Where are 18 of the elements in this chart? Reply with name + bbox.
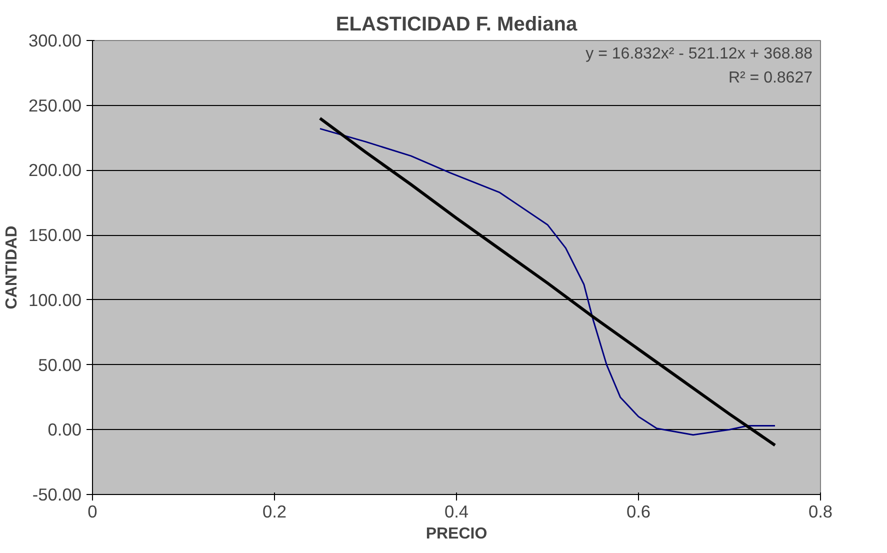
x-tick-label: 0	[88, 502, 98, 522]
y-tick-label: -50.00	[32, 484, 82, 504]
x-axis-title: PRECIO	[426, 526, 488, 542]
x-tick-label: 0.6	[626, 502, 651, 522]
chart-title: ELASTICIDAD F. Mediana	[336, 14, 578, 36]
y-tick-label: 200.00	[28, 160, 82, 180]
y-axis-title: CANTIDAD	[4, 226, 20, 310]
annotation: y = 16.832x² - 521.12x + 368.88	[586, 46, 813, 62]
y-tick-label: 250.00	[28, 95, 82, 116]
y-tick-label: 50.00	[38, 354, 82, 375]
x-tick-label: 0.2	[262, 502, 287, 522]
x-tick-label: 0.8	[808, 502, 833, 522]
y-tick-label: 300.00	[28, 30, 82, 50]
y-tick-label: 0.00	[48, 420, 82, 440]
y-tick-label: 150.00	[28, 225, 82, 246]
x-tick-label: 0.4	[444, 502, 469, 522]
annotation: R² = 0.8627	[728, 70, 813, 86]
y-tick-label: 100.00	[28, 290, 82, 310]
